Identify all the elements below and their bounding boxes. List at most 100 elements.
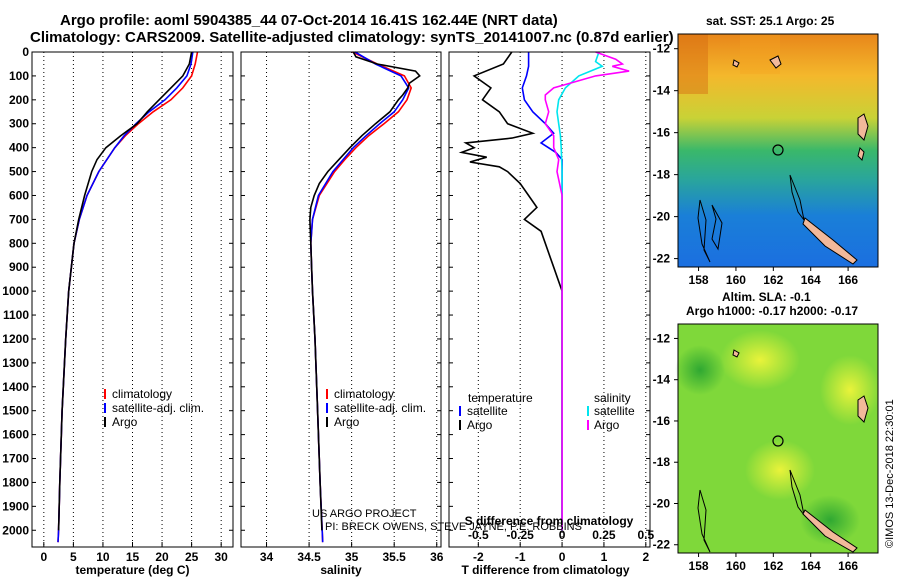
x2-tick-label: -0.25 <box>507 528 535 542</box>
argo-float-marker <box>772 144 784 156</box>
x-axis-label: T difference from climatology <box>461 563 629 577</box>
map-lon-label: 166 <box>838 273 858 287</box>
x2-tick-label: 0.5 <box>637 528 654 542</box>
sst-warm-patch <box>678 34 708 94</box>
y-tick-label: 300 <box>9 117 29 131</box>
y-tick-label: 1200 <box>2 332 29 346</box>
legend-label: Argo <box>594 418 620 432</box>
map-lon-label: 158 <box>689 273 709 287</box>
y-tick-label: 1300 <box>2 356 29 370</box>
legend-label: satellite-adj. clim. <box>112 401 204 415</box>
figure-title-line1: Argo profile: aoml 5904385_44 07-Oct-201… <box>60 12 558 29</box>
sst-warm-patch <box>740 34 780 74</box>
coastline-contour <box>697 199 711 263</box>
legend-label: climatology <box>112 387 172 401</box>
series-line-satellite-adj-clim- <box>57 51 194 543</box>
legend-panel-3: temperature salinitysatelliteArgosatellit… <box>459 391 654 542</box>
map-lat-label: -18 <box>653 455 671 469</box>
map-lat-label: -12 <box>653 42 671 56</box>
y-tick-label: 100 <box>9 69 29 83</box>
y-tick-label: 1900 <box>2 499 29 513</box>
x-tick-label: 15 <box>126 550 140 564</box>
panel-frame <box>31 51 234 548</box>
new-caledonia-island <box>802 217 858 265</box>
y-tick-label: 1100 <box>3 308 29 322</box>
sla-map[interactable] <box>675 323 880 554</box>
map-lon-label: 164 <box>801 273 821 287</box>
map-axis-ticks: -12 -14 -16 -18 -20 -22 158 160 162 164 166 -12 -14 -… <box>653 42 859 573</box>
map-lon-label: 160 <box>726 559 746 573</box>
x-tick-label: -1 <box>515 550 526 564</box>
sla-low-patch <box>675 345 725 395</box>
profile-panel-1: 0 5 10 15 20 25 300100200300400500600700800900… <box>2 45 234 577</box>
sla-high-patch <box>745 440 815 500</box>
series-line-climatology <box>57 51 199 543</box>
vanuatu-island <box>857 147 865 161</box>
x-tick-label: 2 <box>642 550 649 564</box>
y-tick-label: 1400 <box>2 380 29 394</box>
map-lat-label: -12 <box>653 331 671 345</box>
sla-map-title-1: Altim. SLA: -0.1 <box>722 290 811 304</box>
map-lon-label: 158 <box>689 559 709 573</box>
sla-high-patch <box>820 355 880 425</box>
y-tick-label: 900 <box>9 260 29 274</box>
sla-map-title-2: Argo h1000: -0.17 h2000: -0.17 <box>686 304 859 318</box>
y-tick-label: 1800 <box>2 475 29 489</box>
x-tick-label: -2 <box>473 550 484 564</box>
legend-label: satellite <box>467 404 508 418</box>
island-outline <box>732 349 740 358</box>
series-line-argo <box>309 51 421 531</box>
x2-tick-label: 0.25 <box>592 528 616 542</box>
map-lat-label: -14 <box>653 84 671 98</box>
map-lat-label: -22 <box>653 538 671 552</box>
sst-field <box>678 34 878 267</box>
profile-panels: 0 5 10 15 20 25 300100200300400500600700800900… <box>2 45 654 577</box>
legend-title-temperature: temperature <box>468 391 533 405</box>
credit-line-2: PI: BRECK OWENS, STEVE JAYNE, P.E. ROBBI… <box>325 521 582 533</box>
x-tick-label: 30 <box>214 550 228 564</box>
map-lon-label: 160 <box>726 273 746 287</box>
legend-label: Argo <box>112 415 138 429</box>
y-tick-label: 700 <box>9 212 29 226</box>
x-tick-label: 34 <box>260 550 274 564</box>
x-tick-label: 36 <box>430 550 444 564</box>
series-line-salinity-satellite <box>556 51 604 531</box>
x-tick-label: 35 <box>345 550 359 564</box>
x-axis-label: temperature (deg C) <box>75 563 189 577</box>
series-line-argo <box>57 51 193 531</box>
figure-title-line2: Climatology: CARS2009. Satellite-adjuste… <box>30 29 674 46</box>
x2-tick-label: -0.5 <box>468 528 489 542</box>
x-tick-label: 20 <box>155 550 169 564</box>
legend-label: satellite-adj. clim. <box>334 401 426 415</box>
legend-title-salinity: salinity <box>594 391 631 405</box>
y-tick-label: 600 <box>9 188 29 202</box>
profile-panel-3: -2 -1 0 1 2 T difference from climatology <box>448 51 651 577</box>
y-tick-label: 1600 <box>2 428 29 442</box>
profile-panel-2: 34 34.5 35 35.5 36 salinity <box>240 51 444 577</box>
sst-map-frame <box>677 33 879 268</box>
map-lat-label: -16 <box>653 414 671 428</box>
sst-map[interactable] <box>677 33 879 268</box>
map-lon-label: 164 <box>801 559 821 573</box>
x-tick-label: 25 <box>185 550 199 564</box>
new-caledonia-island <box>802 509 858 553</box>
series-line-salinity-argo <box>544 51 630 531</box>
panel-frame <box>448 51 651 548</box>
y-tick-label: 2000 <box>2 523 29 537</box>
coastline-contour <box>697 489 711 553</box>
x-tick-label: 10 <box>96 550 110 564</box>
sla-low-patch <box>800 495 860 545</box>
x-tick-label: 34.5 <box>297 550 321 564</box>
x-tick-label: 5 <box>70 550 77 564</box>
y-tick-label: 800 <box>9 236 29 250</box>
y-tick-label: 1000 <box>2 284 29 298</box>
x2-tick-label: 0 <box>559 528 566 542</box>
map-lat-label: -20 <box>653 210 671 224</box>
y-tick-label: 1500 <box>2 404 29 418</box>
y-tick-label: 500 <box>9 165 29 179</box>
panel-frame <box>240 51 442 548</box>
map-lat-label: -22 <box>653 252 671 266</box>
coastline-contour <box>789 174 805 221</box>
island-outline <box>732 55 782 69</box>
